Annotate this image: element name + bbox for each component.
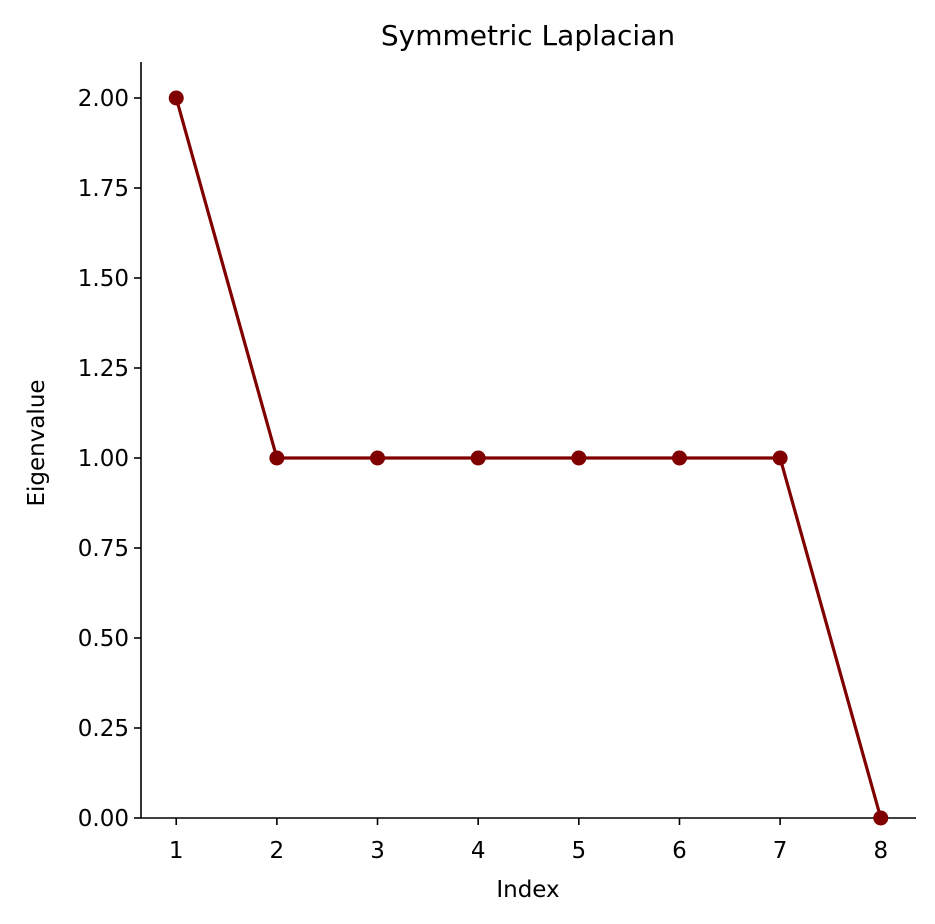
x-tick-label: 4 xyxy=(471,838,486,864)
y-tick-label: 1.50 xyxy=(78,266,129,292)
x-axis-ticks: 1 2 3 4 5 6 7 8 xyxy=(169,818,888,864)
y-tick-label: 0.00 xyxy=(78,806,129,832)
x-tick-label: 1 xyxy=(169,838,184,864)
data-series xyxy=(168,90,889,826)
data-point xyxy=(873,810,889,826)
data-point xyxy=(671,450,687,466)
y-axis-ticks: 0.00 0.25 0.50 0.75 1.00 1.25 1.50 1.75 2.00 xyxy=(78,86,141,832)
x-tick-label: 5 xyxy=(572,838,587,864)
x-axis-title: Index xyxy=(496,877,559,903)
x-tick-label: 3 xyxy=(370,838,385,864)
y-tick-label: 1.00 xyxy=(78,446,129,472)
x-tick-label: 7 xyxy=(773,838,788,864)
y-tick-label: 0.75 xyxy=(78,536,129,562)
x-tick-label: 8 xyxy=(873,838,888,864)
y-tick-label: 0.50 xyxy=(78,626,129,652)
y-tick-label: 1.25 xyxy=(78,356,129,382)
y-tick-label: 2.00 xyxy=(78,86,129,112)
data-point xyxy=(772,450,788,466)
data-point xyxy=(571,450,587,466)
y-tick-label: 1.75 xyxy=(78,176,129,202)
data-point xyxy=(168,90,184,106)
data-point xyxy=(269,450,285,466)
chart-title: Symmetric Laplacian xyxy=(381,19,675,52)
x-tick-label: 2 xyxy=(270,838,285,864)
data-point xyxy=(370,450,386,466)
x-tick-label: 6 xyxy=(672,838,687,864)
data-point xyxy=(470,450,486,466)
y-tick-label: 0.25 xyxy=(78,716,129,742)
y-axis-title: Eigenvalue xyxy=(24,379,50,506)
series-line xyxy=(174,97,883,819)
